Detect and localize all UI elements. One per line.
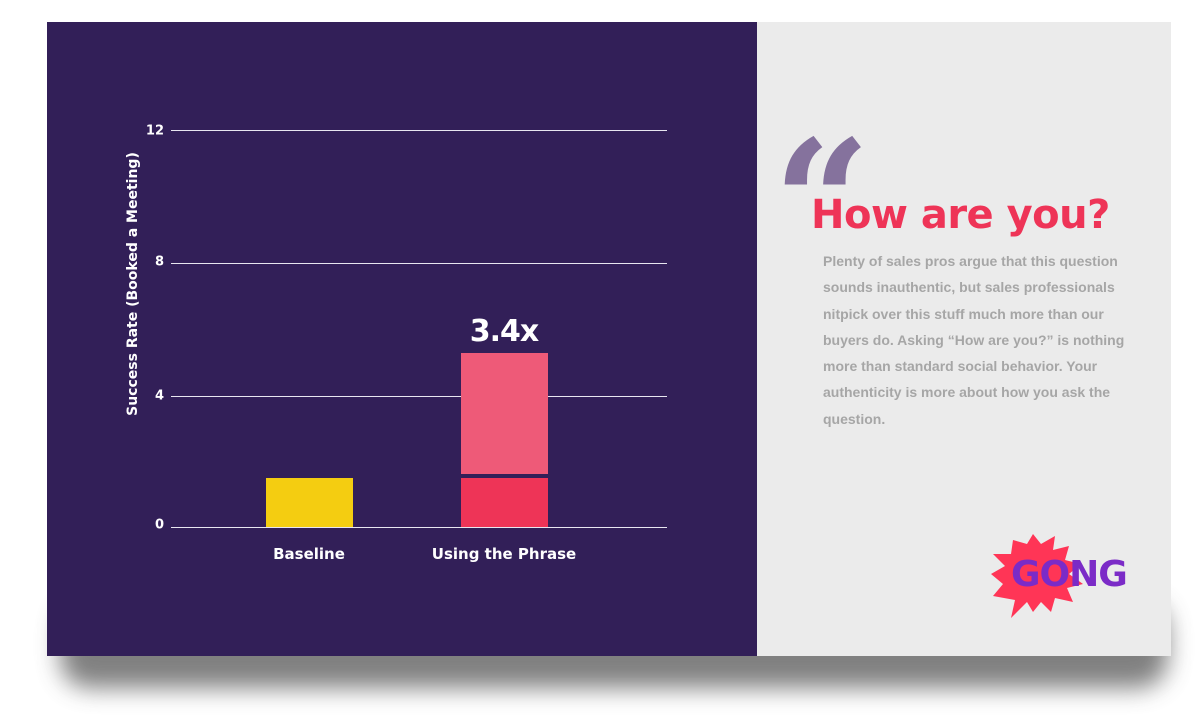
x-label-baseline: Baseline <box>273 545 345 563</box>
quote-mark-icon: “ <box>773 103 871 303</box>
y-tick-4: 4 <box>154 388 164 404</box>
gridline-12 <box>171 130 667 131</box>
quote-panel: “ How are you? Plenty of sales pros argu… <box>757 22 1171 656</box>
bar-phrase-lift-segment <box>461 353 548 474</box>
burst-icon <box>991 534 1083 618</box>
gridline-4 <box>171 396 667 397</box>
x-label-phrase: Using the Phrase <box>431 545 577 563</box>
gridline-0 <box>171 527 667 528</box>
multiplier-label: 3.4x <box>469 314 539 349</box>
chart-panel: 12 8 4 0 Success Rate (Booked a Meeting)… <box>47 22 757 656</box>
gong-logo: GONG <box>989 530 1139 620</box>
quote-body: Plenty of sales pros argue that this que… <box>823 253 1125 427</box>
y-axis-label: Success Rate (Booked a Meeting) <box>125 152 141 416</box>
bar-baseline <box>266 478 353 527</box>
gong-wordmark: GONG <box>1011 554 1128 595</box>
bar-phrase-base-segment <box>461 478 548 527</box>
y-tick-0: 0 <box>154 517 164 533</box>
y-tick-8: 8 <box>154 254 164 270</box>
slide-card: 12 8 4 0 Success Rate (Booked a Meeting)… <box>47 22 1171 656</box>
y-tick-12: 12 <box>145 123 164 139</box>
quote-title: How are you? <box>811 192 1110 238</box>
gridline-8 <box>171 263 667 264</box>
